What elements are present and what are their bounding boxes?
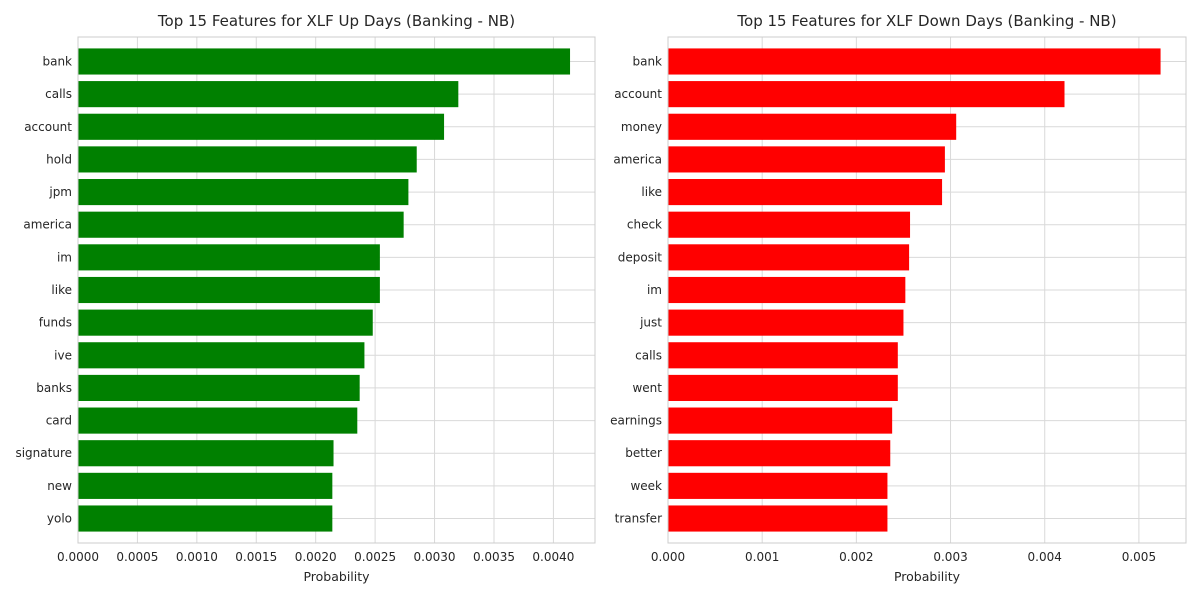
- panel-1-x-tick-label: 0.0035: [473, 550, 515, 564]
- panel-2-title: Top 15 Features for XLF Down Days (Banki…: [736, 12, 1116, 30]
- panel-1-y-tick-label: banks: [36, 381, 72, 395]
- panel-1-y-tick-label: card: [46, 414, 72, 428]
- panel-2-y-tick-label: deposit: [618, 250, 663, 264]
- panel-2-y-tick-label: transfer: [615, 512, 662, 526]
- panel-1-y-tick-label: im: [57, 250, 72, 264]
- panel-2-bar-account: [668, 81, 1065, 108]
- panel-2-bar-went: [668, 374, 898, 401]
- panel-2-bar-im: [668, 276, 906, 304]
- panel-2-y-tick-label: calls: [635, 348, 662, 362]
- panel-1-bar-card: [78, 407, 358, 434]
- panel-2-y-tick-label: bank: [632, 54, 662, 68]
- panel-1-y-tick-label: new: [47, 479, 72, 493]
- panel-2-y-tick-label: check: [627, 218, 662, 232]
- panel-1-bar-account: [78, 113, 445, 140]
- panel-2-y-tick-label: week: [630, 479, 662, 493]
- panel-1-x-tick-label: 0.0020: [295, 550, 337, 564]
- panel-1-bar-yolo: [78, 505, 333, 532]
- panel-2-bar-transfer: [668, 505, 888, 532]
- panel-1-y-tick-label: signature: [15, 446, 72, 460]
- panel-2-x-tick-label: 0.004: [1028, 550, 1062, 564]
- panel-2-plot-frame: [667, 36, 1187, 544]
- panel-2-y-tick-label: account: [614, 87, 662, 101]
- panel-2-x-tick-label: 0.000: [651, 550, 685, 564]
- panel-2-x-axis-label: Probability: [894, 569, 961, 584]
- panel-1-y-tick-label: ive: [54, 348, 72, 362]
- panel-2-x-tick-label: 0.002: [839, 550, 873, 564]
- panel-2-bar-earnings: [668, 407, 893, 434]
- panel-1-x-tick-label: 0.0005: [116, 550, 158, 564]
- panel-1-y-tick-label: funds: [39, 316, 72, 330]
- panel-2-bar-calls: [668, 342, 898, 369]
- panel-1-y-tick-label: calls: [45, 87, 72, 101]
- panel-1-x-tick-label: 0.0030: [414, 550, 456, 564]
- panel-1-bar-bank: [78, 48, 571, 75]
- panel-1-y-tick-label: bank: [42, 54, 72, 68]
- panel-2-y-tick-label: better: [625, 446, 662, 460]
- panel-1-bar-ive: [78, 342, 365, 369]
- panel-1-bar-new: [78, 472, 333, 499]
- panel-2-bar-money: [668, 113, 957, 140]
- panel-2-bar-deposit: [668, 244, 910, 271]
- panel-2-y-tick-label: earnings: [610, 414, 662, 428]
- panel-1-y-tick-label: account: [24, 120, 72, 134]
- panel-2-x-tick-label: 0.003: [933, 550, 967, 564]
- panel-2-bar-better: [668, 440, 891, 467]
- panel-1-x-tick-label: 0.0025: [354, 550, 396, 564]
- panel-1-x-axis-label: Probability: [303, 569, 370, 584]
- panel-1-y-tick-label: america: [23, 218, 72, 232]
- panel-2-bar-week: [668, 472, 888, 499]
- panel-2-y-tick-label: im: [647, 283, 662, 297]
- panel-1-y-tick-label: like: [51, 283, 72, 297]
- panel-1-bar-im: [78, 244, 380, 271]
- panel-1-bar-hold: [78, 146, 417, 173]
- panel-2-bar-america: [668, 146, 945, 173]
- panel-2-y-tick-label: money: [621, 120, 662, 134]
- panel-1-y-tick-label: hold: [46, 152, 72, 166]
- panel-2-y-tick-label: went: [632, 381, 662, 395]
- panel-2-y-tick-label: america: [613, 152, 662, 166]
- panel-2-bar-just: [668, 309, 904, 336]
- panel-1-bar-calls: [78, 81, 459, 108]
- panel-1-bar-banks: [78, 374, 360, 401]
- panel-1-bar-funds: [78, 309, 373, 336]
- panel-2-x-tick-label: 0.001: [745, 550, 779, 564]
- panel-1-bar-jpm: [78, 179, 409, 206]
- panel-2-y-tick-label: like: [641, 185, 662, 199]
- panel-2-bar-like: [668, 179, 943, 206]
- panel-2-y-tick-label: just: [639, 316, 662, 330]
- panel-1-x-tick-label: 0.0040: [532, 550, 574, 564]
- panel-2-x-tick-label: 0.005: [1122, 550, 1156, 564]
- panel-2-bar-check: [668, 211, 911, 238]
- panel-1-bar-like: [78, 276, 380, 304]
- panel-1-x-tick-label: 0.0010: [176, 550, 218, 564]
- panel-1-y-tick-label: jpm: [48, 185, 72, 199]
- panel-1-x-tick-label: 0.0015: [235, 550, 277, 564]
- panel-1-title: Top 15 Features for XLF Up Days (Banking…: [157, 12, 515, 30]
- panel-1-y-tick-label: yolo: [47, 512, 72, 526]
- panel-1-plot-frame: [77, 36, 596, 544]
- panel-2-bar-bank: [668, 48, 1161, 75]
- panel-1-x-tick-label: 0.0000: [57, 550, 99, 564]
- panel-1-bar-signature: [78, 440, 334, 467]
- panel-1-bar-america: [78, 211, 404, 238]
